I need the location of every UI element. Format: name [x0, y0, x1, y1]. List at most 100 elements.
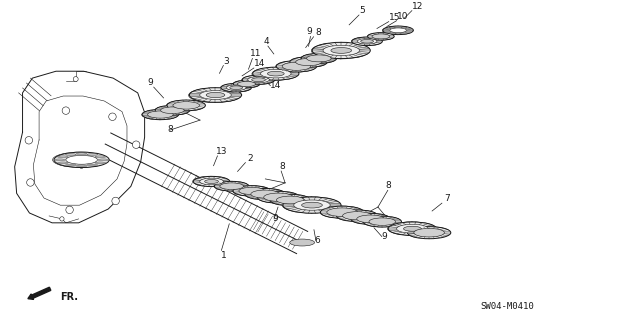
Ellipse shape — [248, 77, 270, 83]
Ellipse shape — [142, 109, 178, 120]
Text: 8: 8 — [315, 28, 321, 37]
Ellipse shape — [178, 103, 195, 108]
Ellipse shape — [294, 200, 330, 210]
Ellipse shape — [363, 216, 401, 227]
Ellipse shape — [242, 75, 275, 84]
Ellipse shape — [375, 35, 387, 38]
Ellipse shape — [404, 226, 421, 231]
Ellipse shape — [95, 156, 106, 158]
Text: 9: 9 — [382, 232, 388, 241]
Ellipse shape — [351, 37, 382, 46]
Ellipse shape — [155, 105, 189, 115]
Ellipse shape — [407, 227, 450, 239]
Text: 4: 4 — [264, 37, 270, 46]
FancyArrow shape — [28, 287, 51, 300]
Ellipse shape — [232, 186, 270, 196]
Ellipse shape — [233, 80, 260, 88]
Ellipse shape — [307, 55, 331, 62]
Ellipse shape — [351, 213, 390, 224]
Ellipse shape — [270, 194, 310, 206]
Ellipse shape — [233, 186, 270, 196]
Ellipse shape — [193, 176, 230, 187]
Text: 9: 9 — [148, 78, 153, 87]
Ellipse shape — [361, 39, 373, 43]
Text: 2: 2 — [247, 154, 253, 163]
Ellipse shape — [257, 191, 300, 203]
Ellipse shape — [361, 216, 379, 221]
Circle shape — [112, 197, 119, 205]
Circle shape — [62, 107, 70, 114]
Ellipse shape — [233, 80, 260, 88]
Circle shape — [132, 141, 140, 148]
Text: 11: 11 — [250, 50, 261, 59]
Text: SW04-M0410: SW04-M0410 — [480, 302, 534, 311]
Ellipse shape — [65, 164, 76, 166]
Circle shape — [25, 137, 32, 144]
Ellipse shape — [406, 31, 412, 32]
Circle shape — [60, 217, 64, 221]
Ellipse shape — [300, 60, 317, 64]
Ellipse shape — [296, 59, 321, 66]
Ellipse shape — [343, 212, 372, 220]
Ellipse shape — [395, 27, 401, 28]
Ellipse shape — [389, 27, 396, 28]
Ellipse shape — [243, 188, 260, 193]
Ellipse shape — [220, 84, 251, 92]
Text: 15: 15 — [389, 12, 401, 22]
Ellipse shape — [221, 84, 252, 92]
Ellipse shape — [176, 103, 194, 108]
Ellipse shape — [268, 71, 284, 76]
Ellipse shape — [256, 192, 274, 196]
Circle shape — [73, 76, 78, 82]
Ellipse shape — [256, 191, 273, 196]
Ellipse shape — [87, 154, 97, 156]
Ellipse shape — [200, 91, 231, 100]
Ellipse shape — [374, 219, 391, 224]
Text: 14: 14 — [254, 59, 265, 68]
Ellipse shape — [289, 57, 327, 68]
Ellipse shape — [420, 230, 438, 235]
Ellipse shape — [336, 210, 378, 221]
Text: 14: 14 — [270, 81, 282, 90]
Text: 13: 13 — [215, 147, 227, 156]
Ellipse shape — [282, 62, 310, 70]
Text: 10: 10 — [397, 12, 408, 21]
Ellipse shape — [414, 228, 445, 237]
Text: 8: 8 — [168, 125, 173, 134]
Ellipse shape — [200, 178, 224, 185]
Ellipse shape — [206, 92, 225, 98]
Ellipse shape — [152, 112, 168, 117]
Ellipse shape — [332, 209, 351, 215]
Ellipse shape — [350, 213, 390, 224]
Text: 7: 7 — [444, 194, 450, 203]
Ellipse shape — [245, 188, 285, 200]
Ellipse shape — [407, 30, 413, 31]
Ellipse shape — [287, 64, 305, 69]
Ellipse shape — [383, 30, 389, 31]
Ellipse shape — [240, 82, 253, 86]
Ellipse shape — [98, 159, 109, 161]
Ellipse shape — [362, 216, 379, 221]
Ellipse shape — [173, 102, 199, 109]
Ellipse shape — [205, 180, 219, 183]
Ellipse shape — [331, 48, 351, 53]
Ellipse shape — [189, 88, 241, 103]
Ellipse shape — [54, 152, 109, 168]
Ellipse shape — [310, 56, 326, 61]
Ellipse shape — [311, 43, 369, 59]
Ellipse shape — [214, 181, 249, 191]
Ellipse shape — [276, 61, 316, 72]
Ellipse shape — [385, 28, 391, 29]
Ellipse shape — [385, 31, 391, 32]
Ellipse shape — [301, 53, 337, 63]
Ellipse shape — [281, 197, 299, 203]
Ellipse shape — [269, 195, 288, 200]
Ellipse shape — [369, 218, 396, 225]
Ellipse shape — [352, 37, 383, 45]
Ellipse shape — [237, 82, 256, 86]
Ellipse shape — [348, 213, 366, 218]
Text: 9: 9 — [272, 214, 278, 223]
Ellipse shape — [166, 100, 205, 111]
Ellipse shape — [220, 183, 243, 189]
Ellipse shape — [142, 109, 179, 120]
